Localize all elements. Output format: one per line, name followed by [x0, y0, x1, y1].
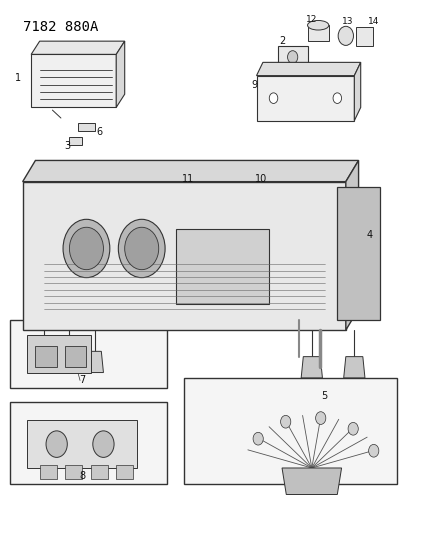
Polygon shape: [23, 160, 359, 182]
Circle shape: [281, 415, 291, 428]
FancyBboxPatch shape: [27, 335, 91, 373]
FancyBboxPatch shape: [10, 319, 167, 389]
FancyBboxPatch shape: [176, 229, 269, 304]
Circle shape: [348, 423, 358, 435]
Circle shape: [333, 93, 342, 103]
Circle shape: [125, 227, 159, 270]
Polygon shape: [86, 351, 104, 373]
Polygon shape: [36, 351, 52, 373]
FancyBboxPatch shape: [256, 76, 354, 120]
Circle shape: [63, 219, 110, 278]
Text: 13: 13: [342, 17, 354, 26]
FancyBboxPatch shape: [337, 187, 380, 319]
Text: 7182 880A: 7182 880A: [23, 20, 98, 34]
Circle shape: [69, 227, 104, 270]
FancyBboxPatch shape: [40, 465, 56, 479]
Text: 5: 5: [321, 391, 328, 401]
Text: 9: 9: [251, 80, 258, 90]
Text: 10: 10: [255, 174, 267, 184]
FancyBboxPatch shape: [357, 27, 374, 46]
Polygon shape: [282, 468, 342, 495]
Circle shape: [338, 26, 354, 45]
FancyBboxPatch shape: [27, 420, 137, 468]
Polygon shape: [69, 136, 82, 144]
Text: 1: 1: [15, 73, 21, 83]
Polygon shape: [61, 351, 78, 373]
Polygon shape: [78, 123, 95, 131]
Text: 7: 7: [79, 375, 85, 385]
Circle shape: [288, 51, 298, 63]
Polygon shape: [308, 25, 329, 41]
Circle shape: [315, 411, 326, 424]
Polygon shape: [116, 41, 125, 108]
Polygon shape: [344, 357, 365, 378]
Text: 11: 11: [182, 174, 195, 184]
Text: 12: 12: [306, 15, 318, 25]
Polygon shape: [346, 160, 359, 330]
Text: 8: 8: [79, 471, 85, 481]
Circle shape: [253, 432, 263, 445]
FancyBboxPatch shape: [36, 346, 56, 367]
Polygon shape: [301, 357, 322, 378]
FancyBboxPatch shape: [116, 465, 133, 479]
Text: 3: 3: [64, 141, 70, 151]
Ellipse shape: [308, 20, 329, 30]
Circle shape: [369, 445, 379, 457]
Polygon shape: [354, 62, 361, 120]
Polygon shape: [278, 46, 308, 68]
FancyBboxPatch shape: [65, 465, 82, 479]
Circle shape: [269, 93, 278, 103]
Text: 4: 4: [366, 230, 372, 240]
Text: 6: 6: [96, 127, 102, 138]
FancyBboxPatch shape: [31, 54, 116, 108]
FancyBboxPatch shape: [184, 378, 397, 484]
FancyBboxPatch shape: [91, 465, 108, 479]
Circle shape: [93, 431, 114, 457]
FancyBboxPatch shape: [10, 402, 167, 484]
Text: 14: 14: [368, 17, 379, 26]
Polygon shape: [31, 41, 125, 54]
Polygon shape: [256, 62, 361, 76]
Circle shape: [118, 219, 165, 278]
Text: 2: 2: [279, 36, 285, 46]
FancyBboxPatch shape: [65, 346, 86, 367]
Circle shape: [46, 431, 67, 457]
FancyBboxPatch shape: [23, 182, 346, 330]
